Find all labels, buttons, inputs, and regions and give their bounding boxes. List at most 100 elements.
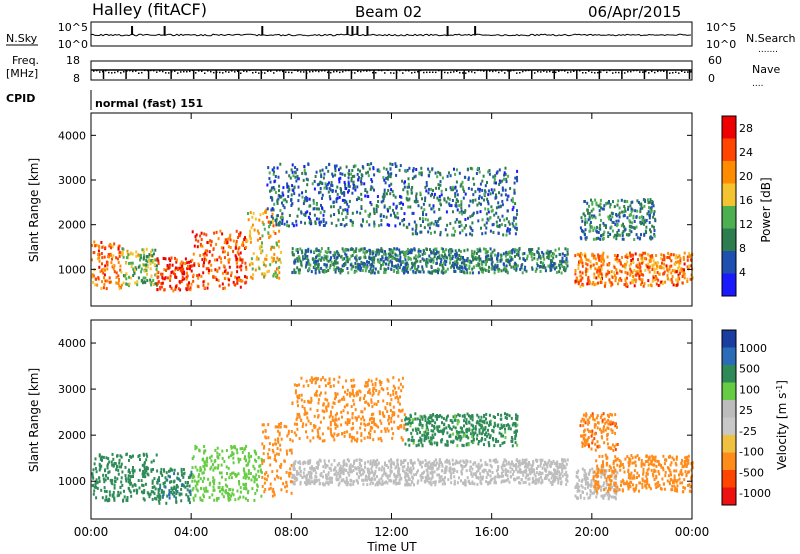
cell-3 bbox=[242, 243, 245, 247]
cell-5 bbox=[395, 215, 398, 219]
freq-point bbox=[177, 72, 179, 74]
cell-6 bbox=[365, 266, 368, 270]
cell-4 bbox=[252, 252, 255, 256]
cell-7 bbox=[425, 181, 428, 184]
cell-1 bbox=[140, 253, 142, 257]
freq-point bbox=[627, 71, 629, 73]
cell-1 bbox=[135, 267, 138, 271]
cell-4 bbox=[360, 439, 363, 443]
cell-7 bbox=[440, 189, 443, 193]
cell-8 bbox=[608, 280, 611, 284]
cell-8 bbox=[595, 282, 598, 286]
cell-6 bbox=[369, 257, 372, 260]
cell-5 bbox=[511, 460, 513, 464]
cell-4 bbox=[353, 402, 356, 406]
cell-0 bbox=[121, 483, 124, 487]
freq-point bbox=[120, 72, 122, 74]
cell-5 bbox=[552, 479, 554, 483]
cell-6 bbox=[565, 253, 568, 257]
cell-5 bbox=[314, 175, 317, 178]
cell-6 bbox=[491, 260, 494, 264]
cell-6 bbox=[438, 254, 441, 258]
cell-5 bbox=[305, 177, 308, 181]
cell-4 bbox=[263, 263, 266, 267]
cell-5 bbox=[425, 468, 428, 472]
cell-6 bbox=[386, 258, 389, 262]
cell-9 bbox=[613, 205, 616, 209]
cell-1 bbox=[150, 280, 153, 284]
freq-point bbox=[315, 70, 317, 72]
cell-7 bbox=[513, 191, 516, 195]
cell-7 bbox=[435, 222, 438, 226]
cell-2 bbox=[161, 272, 164, 276]
cell-1 bbox=[130, 265, 133, 269]
cell-2 bbox=[160, 285, 163, 289]
cell-0 bbox=[132, 475, 134, 478]
cell-5 bbox=[330, 183, 333, 187]
cell-4 bbox=[317, 398, 320, 402]
cell-2 bbox=[225, 465, 228, 469]
cell-6 bbox=[325, 269, 328, 273]
cell-6 bbox=[366, 260, 368, 264]
cell-4 bbox=[302, 384, 305, 388]
cell-6 bbox=[363, 263, 366, 267]
cell-7 bbox=[480, 202, 482, 206]
cell-2 bbox=[234, 498, 237, 502]
cell-7 bbox=[414, 232, 417, 236]
cell-2 bbox=[189, 286, 192, 290]
cell-4 bbox=[318, 426, 321, 430]
freq-point bbox=[639, 71, 641, 73]
cell-7 bbox=[458, 171, 461, 175]
cell-8 bbox=[626, 272, 629, 276]
cell-2 bbox=[197, 475, 200, 479]
cell-6 bbox=[370, 263, 373, 267]
cell-3 bbox=[215, 268, 218, 272]
cell-6 bbox=[458, 266, 461, 270]
cell-6 bbox=[446, 256, 449, 260]
cell-9 bbox=[598, 226, 601, 230]
cell-5 bbox=[281, 191, 284, 195]
cell-6 bbox=[390, 248, 392, 252]
cell-4 bbox=[314, 424, 317, 428]
cell-6 bbox=[555, 270, 558, 274]
cell-8 bbox=[579, 260, 582, 264]
cell-6 bbox=[491, 264, 494, 268]
cell-3 bbox=[234, 283, 237, 287]
cell-2 bbox=[194, 465, 197, 469]
cell-1 bbox=[146, 272, 148, 276]
cell-9 bbox=[598, 213, 601, 217]
cell-8 bbox=[602, 257, 605, 261]
cell-1 bbox=[138, 253, 141, 257]
cell-7 bbox=[417, 204, 420, 208]
cell-7 bbox=[419, 217, 421, 221]
cell-6 bbox=[323, 258, 326, 262]
cell-6 bbox=[484, 251, 487, 255]
cell-8 bbox=[670, 252, 673, 256]
cell-2 bbox=[163, 288, 166, 292]
cell-7 bbox=[406, 185, 409, 189]
cell-7 bbox=[433, 222, 435, 226]
cell-1 bbox=[175, 499, 178, 503]
cell-7 bbox=[460, 203, 463, 207]
cell-6 bbox=[490, 258, 493, 262]
cell-2 bbox=[252, 464, 255, 468]
cell-5 bbox=[420, 465, 423, 469]
power-colorbar-label: Power [dB] bbox=[759, 177, 773, 242]
cell-3 bbox=[217, 279, 220, 283]
cell-6 bbox=[475, 257, 478, 261]
cell-7 bbox=[450, 204, 453, 208]
cell-8 bbox=[641, 253, 644, 257]
cell-7 bbox=[515, 216, 517, 220]
cell-2 bbox=[182, 267, 185, 271]
cell-4 bbox=[371, 383, 374, 387]
cell-2 bbox=[181, 266, 183, 270]
cell-6 bbox=[478, 266, 481, 269]
cell-0 bbox=[103, 283, 106, 286]
cell-5 bbox=[554, 478, 557, 481]
cell-5 bbox=[339, 205, 342, 209]
cell-4 bbox=[252, 273, 255, 277]
cell-4 bbox=[398, 402, 401, 406]
freq-point bbox=[687, 71, 689, 73]
cell-6 bbox=[517, 253, 520, 257]
cell-2 bbox=[199, 469, 202, 473]
